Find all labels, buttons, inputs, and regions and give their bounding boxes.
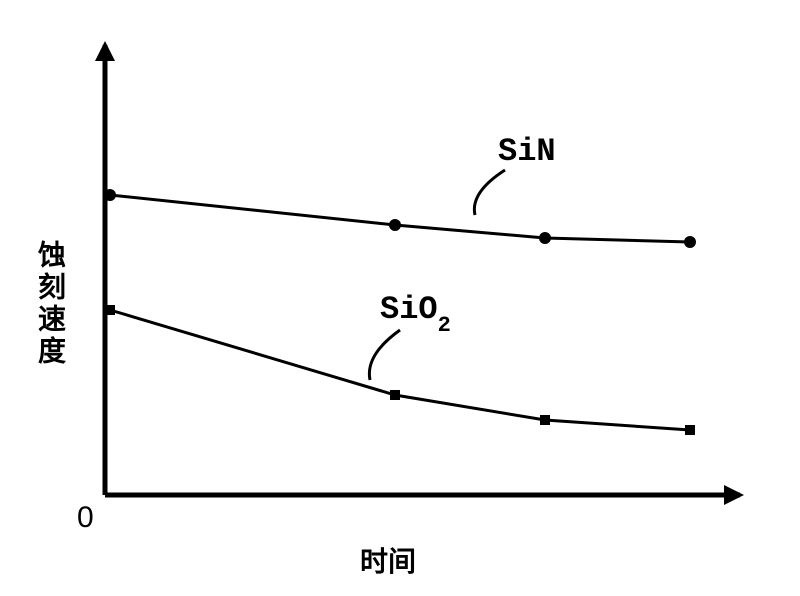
y-axis-arrow <box>95 41 115 61</box>
x-axis-label: 时间 <box>360 540 416 580</box>
marker <box>104 189 116 201</box>
series-label-sio2: SiO2 <box>380 291 451 338</box>
marker <box>685 425 695 435</box>
origin-label: 0 <box>77 501 94 534</box>
marker <box>389 219 401 231</box>
marker <box>105 305 115 315</box>
chart-container: 0 SiN SiO2 蚀刻速度 时间 <box>0 0 800 596</box>
series-label-sin: SiN <box>498 133 556 170</box>
marker <box>539 232 551 244</box>
series-pointer-sin <box>474 170 505 215</box>
y-axis-label: 蚀刻速度 <box>30 240 70 368</box>
series-pointer-sio2 <box>369 330 400 380</box>
marker <box>540 415 550 425</box>
marker <box>390 390 400 400</box>
series-line-sin <box>110 195 690 242</box>
marker <box>684 236 696 248</box>
series-line-sio2 <box>110 310 690 430</box>
x-axis-arrow <box>724 485 744 505</box>
line-chart: 0 SiN SiO2 <box>0 0 800 596</box>
